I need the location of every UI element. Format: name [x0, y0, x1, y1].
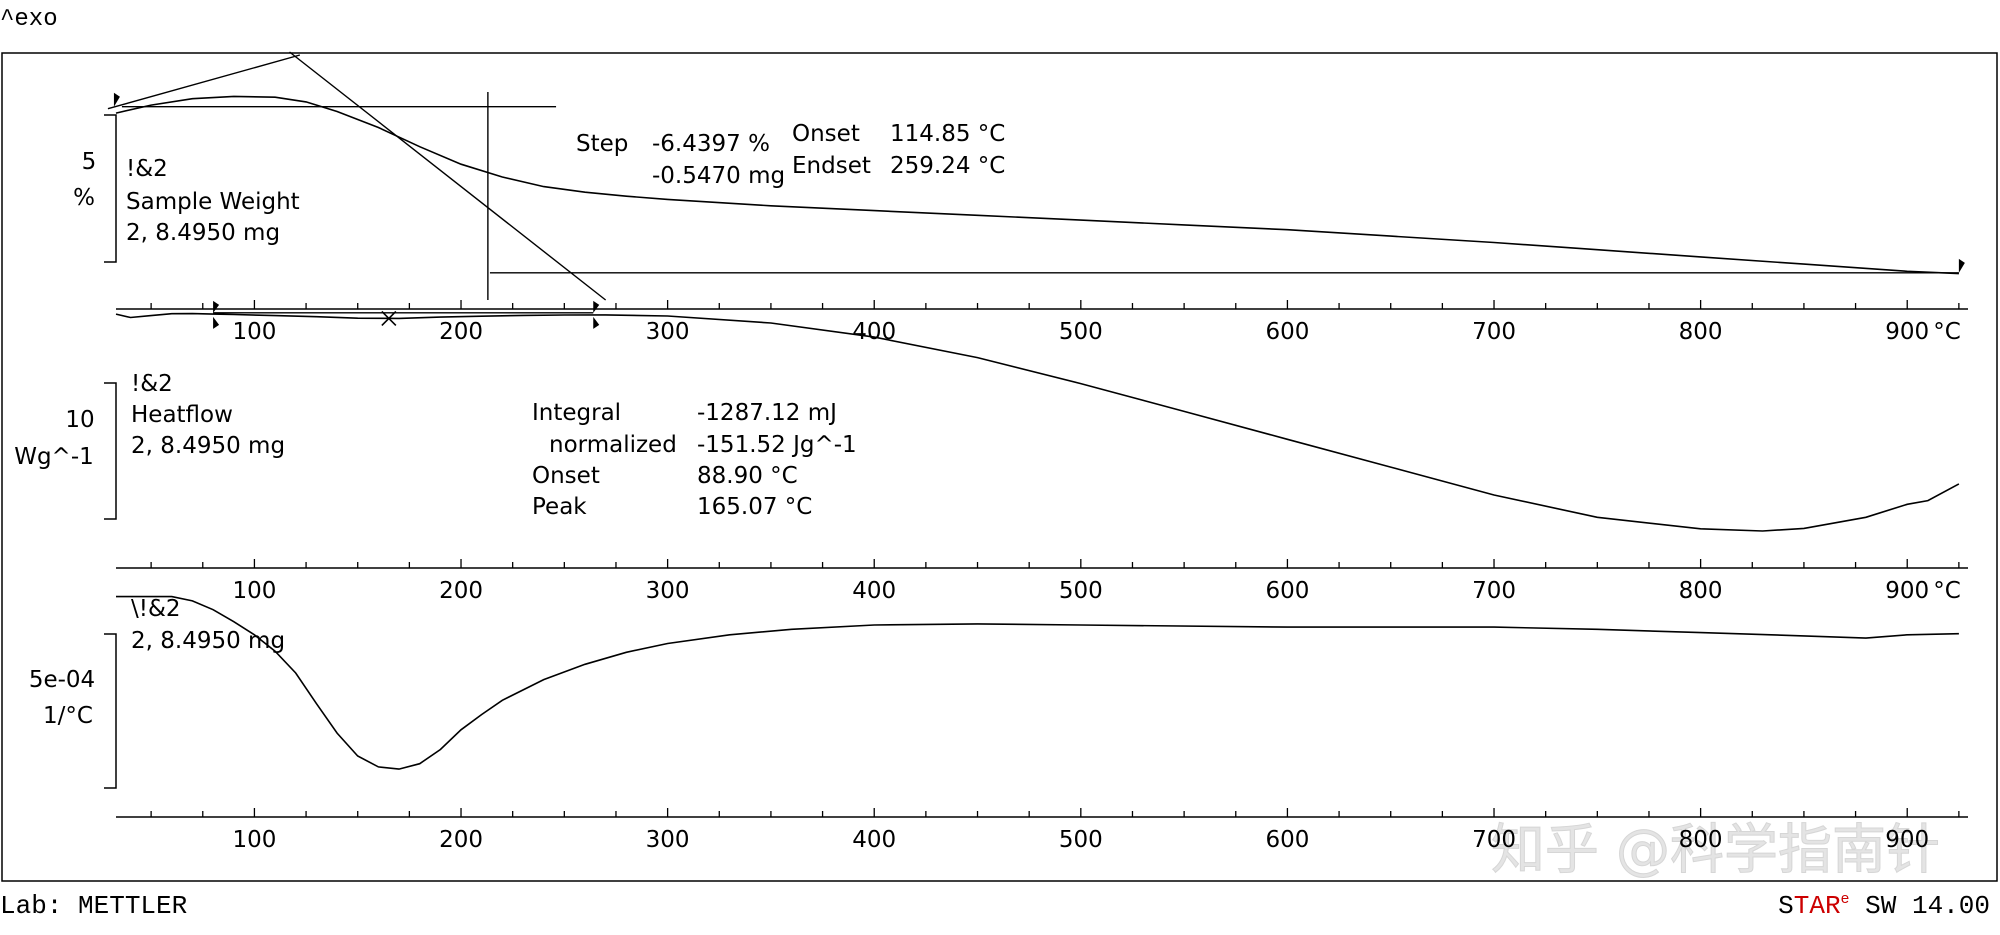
x-tick-label: 300: [646, 827, 690, 853]
dtg-scale-unit: 1/°C: [43, 703, 93, 729]
dtg-scale-value: 5e-04: [29, 667, 95, 693]
heatflow-panel: 100 200 300 400 500 600 700 800 900 °C 10 Wg^-1 !…: [14, 300, 1968, 604]
x-tick-label: 700: [1472, 319, 1516, 345]
heatflow-scale-unit: Wg^-1: [14, 444, 94, 470]
heatflow-integration-construction: [213, 300, 600, 329]
tga-endset-value: 259.24 °C: [890, 153, 1005, 179]
lab-label: Lab: METTLER: [0, 891, 187, 921]
heatflow-peak-value: 165.07 °C: [697, 494, 812, 520]
tga-curve: [115, 95, 1959, 275]
tga-panel: 100 200 300 400 500 600 700 800 900 °C 5 % !&2 Sa…: [73, 51, 1968, 345]
x-tick-label: 400: [852, 578, 896, 604]
x-tick-label: 700: [1472, 827, 1516, 853]
heatflow-onset-label: Onset: [532, 463, 600, 489]
tga-curve-title: Sample Weight: [126, 189, 300, 215]
x-axis-unit: °C: [1933, 319, 1961, 345]
heatflow-limit-marker-top: [213, 300, 220, 313]
x-tick-label: 900: [1885, 578, 1929, 604]
tga-step-label: Step: [576, 131, 628, 157]
x-tick-label: 100: [232, 827, 276, 853]
tga-step-mass: -0.5470 mg: [652, 163, 785, 189]
tga-sample-label: 2, 8.4950 mg: [126, 220, 280, 246]
x-tick-label: 600: [1265, 578, 1309, 604]
dtg-x-axis: 100 200 300 400 500 600 700 800 900: [116, 808, 1968, 853]
heatflow-peak-label: Peak: [532, 494, 587, 520]
x-tick-label: 900: [1885, 319, 1929, 345]
x-tick-label: 200: [439, 827, 483, 853]
x-tick-label: 100: [232, 578, 276, 604]
x-tick-label: 500: [1059, 319, 1103, 345]
dtg-panel: 100 200 300 400 500 600 700 800 900 5e-04 1/°C \…: [29, 595, 1968, 853]
x-tick-label: 500: [1059, 827, 1103, 853]
heatflow-limit-marker-bottom: [593, 316, 600, 329]
heatflow-x-axis: 100 200 300 400 500 600 700 800 900 °C: [116, 559, 1968, 604]
heatflow-curve: [115, 312, 1960, 532]
heatflow-integral-label: Integral: [532, 400, 621, 426]
tga-endset-label: Endset: [792, 153, 871, 179]
tga-step-construction: [107, 51, 1965, 301]
tga-curve-ref: !&2: [126, 156, 168, 182]
tga-scale-bracket: [104, 114, 117, 263]
heatflow-normalized-label: normalized: [549, 432, 677, 458]
heatflow-curve-title: Heatflow: [131, 402, 233, 428]
tga-inflection-tangent: [289, 51, 607, 301]
x-tick-label: 800: [1679, 578, 1723, 604]
x-tick-label: 200: [439, 578, 483, 604]
heatflow-onset-value: 88.90 °C: [697, 463, 798, 489]
x-tick-label: 400: [852, 827, 896, 853]
dtg-sample-label: 2, 8.4950 mg: [131, 628, 285, 654]
x-tick-label: 500: [1059, 578, 1103, 604]
tga-scale-unit: %: [73, 185, 95, 211]
x-tick-label: 600: [1265, 827, 1309, 853]
heatflow-limit-marker-top: [593, 300, 600, 313]
x-tick-label: 800: [1679, 827, 1723, 853]
x-tick-label: 900: [1885, 827, 1929, 853]
heatflow-scale-bracket: [104, 382, 117, 520]
x-tick-label: 600: [1265, 319, 1309, 345]
heatflow-peak-marker: [381, 310, 397, 326]
heatflow-normalized-value: -151.52 Jg^-1: [697, 432, 857, 458]
x-tick-label: 100: [232, 319, 276, 345]
x-tick-label: 300: [646, 578, 690, 604]
heatflow-scale-value: 10: [65, 407, 94, 433]
heatflow-curve-ref: !&2: [131, 371, 173, 397]
x-axis-unit: °C: [1933, 578, 1961, 604]
exo-direction-label: ^exo: [0, 6, 58, 33]
x-tick-label: 400: [852, 319, 896, 345]
tga-onset-label: Onset: [792, 121, 860, 147]
x-tick-label: 200: [439, 319, 483, 345]
dtg-scale-bracket: [104, 633, 117, 789]
dtg-curve-ref: \!&2: [131, 596, 181, 622]
x-tick-label: 700: [1472, 578, 1516, 604]
tga-onset-value: 114.85 °C: [890, 121, 1005, 147]
plot-frame: [1, 52, 1998, 882]
tga-start-tangent: [107, 54, 301, 110]
x-tick-label: 300: [646, 319, 690, 345]
tga-step-percent: -6.4397 %: [652, 131, 770, 157]
heatflow-integral-value: -1287.12 mJ: [697, 400, 837, 426]
tga-limit-marker: [1958, 258, 1965, 273]
x-tick-label: 800: [1679, 319, 1723, 345]
brand-label: STARe SW 14.00: [1778, 891, 1990, 921]
watermark-text: 知乎 @科学指南针: [1491, 818, 1940, 881]
heatflow-sample-label: 2, 8.4950 mg: [131, 433, 285, 459]
tga-limit-marker: [113, 92, 120, 107]
tga-scale-value: 5: [82, 149, 97, 175]
dtg-curve: [116, 595, 1959, 770]
heatflow-limit-marker-bottom: [213, 316, 220, 329]
